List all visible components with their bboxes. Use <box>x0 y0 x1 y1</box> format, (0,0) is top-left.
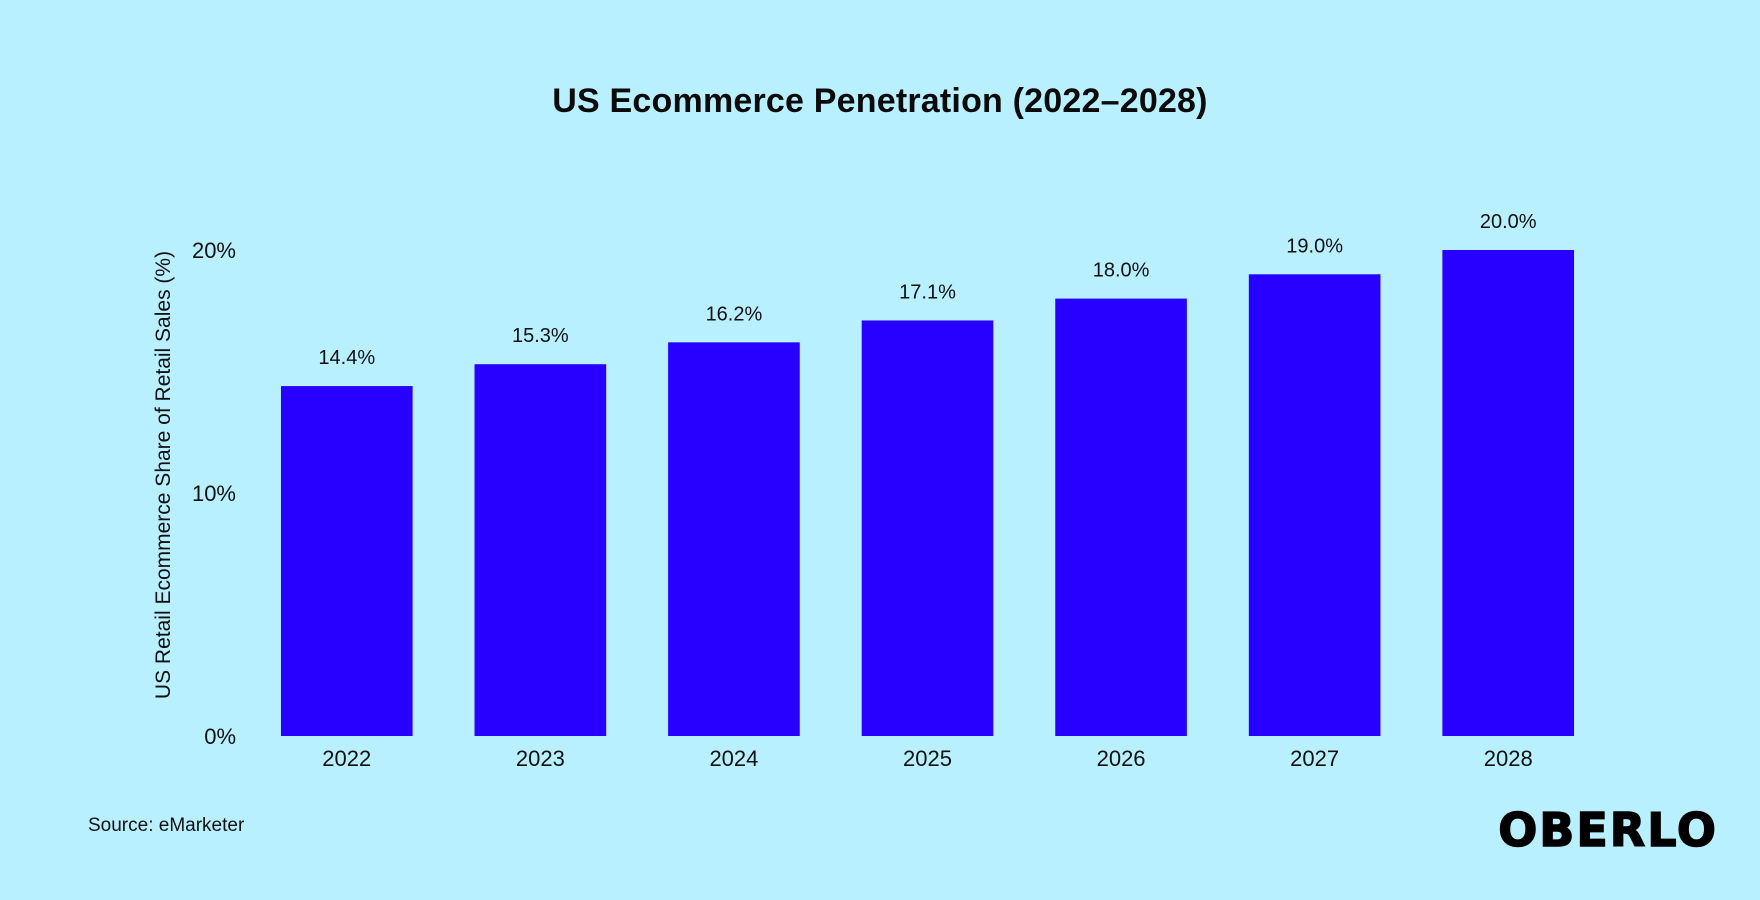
y-tick-label: 20% <box>192 238 236 263</box>
bar-2023 <box>474 364 607 736</box>
x-tick-label-2026: 2026 <box>1097 746 1146 771</box>
data-label-2025: 17.1% <box>899 281 956 303</box>
bar-2022 <box>280 386 413 736</box>
x-tick-label-2028: 2028 <box>1484 746 1533 771</box>
bar-2026 <box>1055 298 1187 736</box>
x-tick-label-2022: 2022 <box>322 746 371 771</box>
x-axis-ticks: 2022 2023 2024 2025 2026 2027 2028 <box>322 746 1532 771</box>
x-tick-label-2023: 2023 <box>516 746 565 771</box>
y-tick-label: 0% <box>204 724 236 749</box>
x-tick-label-2027: 2027 <box>1290 746 1339 771</box>
bar-2027 <box>1248 274 1381 736</box>
x-tick-label-2025: 2025 <box>903 746 952 771</box>
data-label-2024: 16.2% <box>706 303 763 325</box>
bars <box>280 250 1575 736</box>
bar-2024 <box>668 342 800 736</box>
data-labels: 14.4% 15.3% 16.2% 17.1% 18.0% 19.0% 20.0% <box>318 211 1536 369</box>
y-axis-ticks: 0% 10% 20% <box>192 238 236 749</box>
bar-2025 <box>861 320 994 736</box>
data-label-2028: 20.0% <box>1480 211 1537 233</box>
oberlo-logo: OBERLO <box>1497 803 1718 857</box>
data-label-2023: 15.3% <box>512 325 569 347</box>
y-tick-label: 10% <box>192 481 236 506</box>
source-note: Source: eMarketer <box>88 815 245 836</box>
data-label-2022: 14.4% <box>318 347 375 369</box>
data-label-2027: 19.0% <box>1286 235 1343 257</box>
x-tick-label-2024: 2024 <box>709 746 758 771</box>
y-axis-label: US Retail Ecommerce Share of Retail Sale… <box>152 251 175 699</box>
bar-2028 <box>1442 250 1575 736</box>
data-label-2026: 18.0% <box>1093 260 1150 282</box>
chart-title: US Ecommerce Penetration (2022–2028) <box>552 82 1208 120</box>
